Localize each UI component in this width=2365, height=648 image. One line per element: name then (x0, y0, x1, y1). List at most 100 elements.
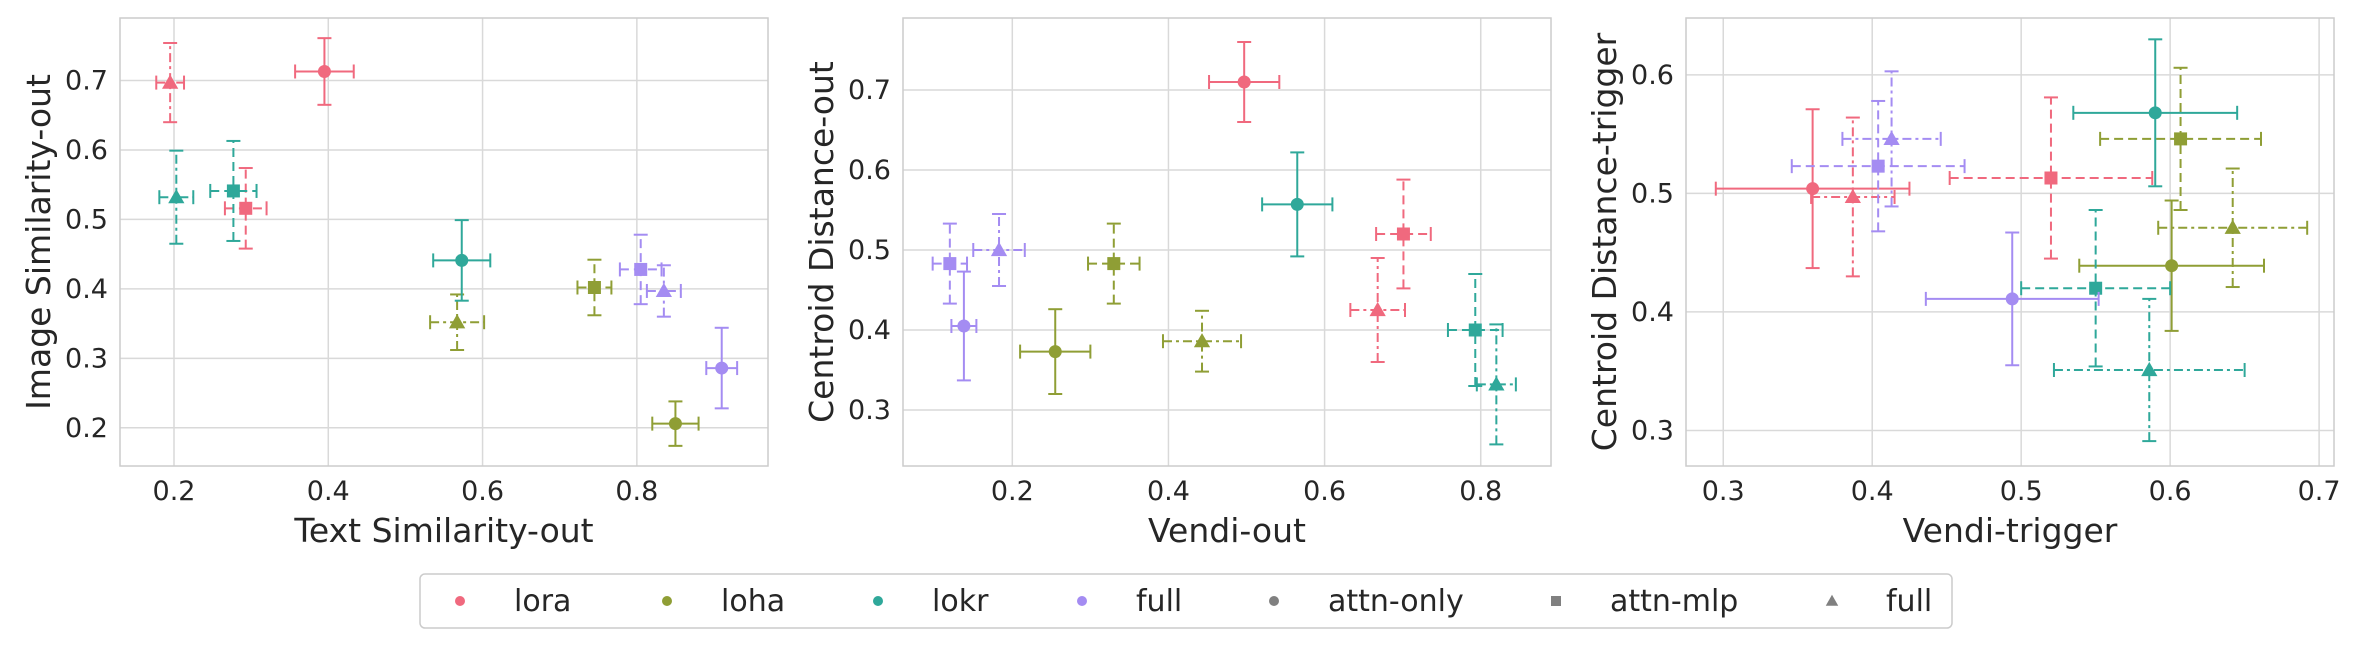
data-point-full-attn-mlp (618, 233, 663, 306)
data-point-lora-full (1349, 257, 1407, 363)
point-marker (1844, 188, 1861, 204)
x-tick-label: 0.4 (1851, 476, 1894, 507)
legend-marker (662, 596, 672, 606)
y-tick-label: 0.6 (65, 135, 108, 166)
point-marker (1193, 333, 1211, 348)
axes-frame (119, 17, 769, 467)
point-marker (1883, 130, 1900, 145)
y-tick-label: 0.6 (848, 155, 891, 186)
data-point-lora-full (1810, 116, 1896, 278)
data-point-lora-attn-only (294, 37, 355, 106)
point-marker (1806, 182, 1820, 196)
point-marker (655, 282, 672, 298)
point-marker (239, 201, 253, 215)
chart-panel-2: 0.2 0.4 0.6 0.8 0.3 0.4 0.5 0.6 0.7 Vendi-out Cent… (802, 17, 1552, 550)
data-point-full-full (645, 264, 682, 318)
x-tick-label: 0.2 (991, 476, 1034, 507)
data-point-full-full (972, 213, 1026, 287)
legend-entry-7: full (1825, 584, 1932, 619)
x-tick-label: 0.2 (153, 476, 196, 507)
point-marker (2165, 259, 2179, 273)
data-point-loha-full (1161, 309, 1243, 373)
x-tick-label: 0.4 (307, 476, 350, 507)
data-point-full-attn-only (705, 326, 739, 410)
x-tick-label: 0.6 (461, 476, 504, 507)
data-point-full-full (1841, 70, 1942, 208)
point-marker (668, 417, 682, 431)
data-point-lokr-attn-mlp (2020, 209, 2172, 368)
chart-panel-1: 0.2 0.4 0.6 0.8 0.2 0.3 0.4 0.5 0.6 0.7 Text Simil… (19, 17, 769, 550)
point-marker (715, 361, 729, 375)
point-marker (587, 280, 601, 294)
x-tick-label: 0.3 (1702, 476, 1745, 507)
axes-frame (1685, 17, 2335, 467)
plot-area (1686, 18, 2334, 466)
y-axis-label: Centroid Distance-out (802, 61, 841, 423)
data-point-loha-full (2157, 167, 2309, 289)
x-tick-label: 0.6 (2149, 476, 2192, 507)
data-point-full-attn-only (950, 270, 978, 382)
y-tick-label: 0.6 (1631, 60, 1674, 91)
legend-label: lokr (932, 584, 989, 619)
data-point-lora-attn-mlp (223, 167, 268, 250)
y-tick-label: 0.7 (848, 75, 891, 106)
point-marker (2141, 361, 2158, 377)
y-tick-label: 0.5 (65, 204, 108, 235)
data-point-lokr-full (158, 149, 195, 245)
point-marker (317, 64, 331, 78)
point-marker (1290, 197, 1304, 211)
point-marker (2174, 132, 2188, 146)
chart-panel-3: 0.3 0.4 0.5 0.6 0.7 0.3 0.4 0.5 0.6 Vendi-trigger… (1585, 17, 2341, 550)
data-point-lokr-full (2052, 297, 2246, 443)
y-tick-label: 0.4 (848, 315, 891, 346)
data-point-loha-attn-only (651, 400, 700, 447)
legend-entry-1: lora (455, 584, 571, 619)
point-marker (455, 253, 469, 267)
panels: 0.2 0.4 0.6 0.8 0.2 0.3 0.4 0.5 0.6 0.7 Text Simil… (19, 17, 2341, 550)
point-marker (943, 257, 957, 271)
point-marker (957, 319, 971, 333)
legend-entry-2: loha (662, 584, 785, 619)
y-tick-label: 0.4 (65, 274, 108, 305)
point-marker (2224, 219, 2241, 234)
point-marker (448, 314, 466, 329)
point-marker (2148, 106, 2162, 120)
data-point-full-attn-only (1924, 231, 2100, 367)
data-point-loha-full (429, 293, 486, 352)
legend-marker (873, 596, 883, 606)
data-point-lora-attn-mlp (1375, 178, 1432, 290)
plot-area (120, 18, 768, 466)
point-marker (1237, 75, 1251, 89)
x-tick-label: 0.4 (1147, 476, 1190, 507)
y-tick-label: 0.5 (848, 235, 891, 266)
data-point-lora-attn-mlp (1948, 96, 2154, 260)
x-axis-label: Vendi-out (1148, 511, 1306, 550)
y-tick-label: 0.7 (65, 66, 108, 97)
data-point-loha-attn-mlp (1087, 222, 1141, 305)
plot-area (903, 18, 1551, 466)
point-marker (1048, 345, 1062, 359)
legend-label: attn-mlp (1610, 584, 1738, 619)
legend-marker (1825, 594, 1839, 606)
x-tick-label: 0.7 (2298, 476, 2341, 507)
point-marker (226, 184, 240, 198)
x-tick-label: 0.8 (615, 476, 658, 507)
legend-label: lora (514, 584, 571, 619)
data-point-loha-attn-mlp (2099, 66, 2263, 211)
data-point-lora-full (155, 42, 186, 124)
point-marker (1369, 301, 1386, 317)
legend-entry-6: attn-mlp (1551, 584, 1738, 619)
legend-marker (455, 596, 465, 606)
y-tick-label: 0.3 (65, 343, 108, 374)
point-marker (2005, 292, 2019, 306)
point-marker (990, 241, 1008, 257)
point-marker (1468, 323, 1482, 337)
y-tick-label: 0.5 (1631, 178, 1674, 209)
x-tick-label: 0.8 (1459, 476, 1502, 507)
data-point-loha-attn-mlp (576, 258, 613, 317)
data-point-full-attn-mlp (931, 222, 969, 305)
legend-label: attn-only (1328, 584, 1464, 619)
point-marker (168, 189, 185, 204)
data-point-full-attn-mlp (1790, 99, 1966, 233)
